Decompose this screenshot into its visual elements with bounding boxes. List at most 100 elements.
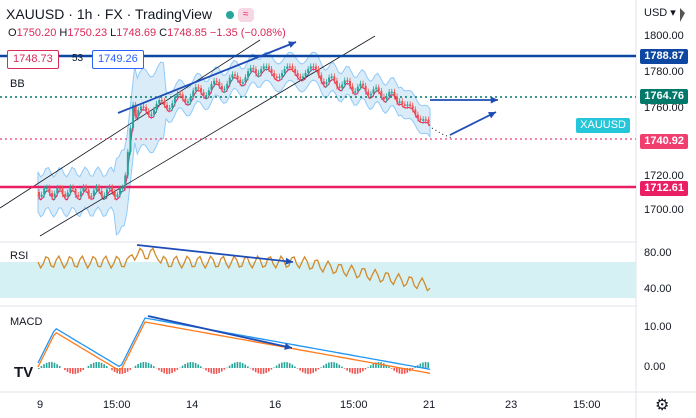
price-tag-current[interactable]: 1740.92 (640, 134, 688, 149)
macd-histogram-bar (309, 368, 312, 374)
macd-histogram-bar (194, 362, 197, 368)
macd-histogram-bar (419, 363, 422, 368)
symbol-name[interactable]: XAUUSD (6, 6, 65, 22)
macd-histogram-bar (168, 368, 171, 374)
price-tag-mid[interactable]: 1764.76 (640, 89, 688, 104)
channel-lower-line[interactable] (0, 39, 261, 209)
candle-body (356, 86, 359, 92)
candle-body (61, 188, 64, 195)
macd-histogram-bar (158, 368, 160, 371)
candle-body (43, 188, 46, 195)
price-tag-resistance[interactable]: 1788.87 (640, 49, 688, 64)
macd-histogram-bar (286, 362, 288, 368)
macd-histogram-bar (74, 368, 77, 374)
macd-histogram-bar (139, 362, 142, 368)
macd-divergence-arrow-head (284, 343, 292, 350)
macd-histogram-bar (48, 362, 51, 368)
candle-body (166, 104, 169, 109)
macd-divergence-arrow[interactable] (147, 315, 293, 349)
brand: TradingView (134, 6, 212, 22)
candle-body (74, 188, 77, 196)
change-value: −1.35 (−0.08%) (209, 27, 286, 39)
macd-histogram-bar (103, 364, 105, 368)
candle-body (56, 187, 59, 194)
macd-histogram-bar (181, 365, 184, 368)
candle-body (116, 194, 119, 197)
candle-body (58, 187, 61, 190)
currency-label: USD (644, 7, 668, 19)
candle-body (338, 86, 341, 88)
macd-histogram-bar (359, 368, 362, 373)
candle-body (369, 93, 372, 96)
macd-histogram-bar (348, 368, 351, 373)
candle-body (218, 81, 221, 86)
macd-histogram-bar (351, 368, 354, 374)
candle-body (77, 195, 80, 197)
macd-histogram-bar (239, 362, 241, 368)
rsi-band (0, 262, 636, 298)
macd-histogram-bar (38, 368, 40, 369)
macd-histogram-bar (150, 364, 152, 368)
macd-histogram-bar (184, 363, 186, 368)
buy-price-box[interactable]: 1749.26 (92, 50, 144, 69)
candle-body (98, 187, 101, 191)
candle-body (121, 187, 124, 190)
macd-histogram-bar (278, 363, 281, 368)
candle-body (103, 195, 106, 197)
candle-body (173, 97, 176, 104)
rsi-divergence-arrow[interactable] (136, 244, 294, 263)
sell-price-box[interactable]: 1748.73 (7, 50, 59, 69)
candle-body (390, 91, 393, 94)
candle-body (281, 73, 284, 77)
rsi-divergence-arrow-head (285, 257, 293, 265)
macd-label[interactable]: MACD (10, 316, 43, 328)
candle-body (220, 85, 223, 90)
price-tick: 1800.00 (644, 30, 684, 42)
macd-histogram-bar (247, 366, 249, 368)
candle-body (71, 187, 74, 189)
projection-arrow[interactable] (449, 111, 497, 136)
macd-histogram-bar (304, 368, 307, 374)
macd-pane (37, 317, 431, 374)
currency-selector[interactable]: USD ▾ (644, 6, 676, 19)
macd-histogram-bar (116, 368, 118, 374)
candle-body (45, 187, 48, 190)
candle-body (267, 66, 270, 69)
candle-body (328, 77, 331, 83)
symbol-header[interactable]: XAUUSD · 1h · FX · TradingView ≈ (6, 6, 254, 23)
macd-histogram-bar (87, 365, 90, 368)
candle-body (364, 85, 367, 92)
candle-body (427, 119, 430, 123)
candle-body (228, 77, 231, 84)
close-value: 1748.85 (167, 27, 207, 39)
macd-histogram-bar (398, 368, 401, 374)
rsi-label[interactable]: RSI (10, 250, 29, 262)
candle-body (100, 190, 103, 197)
candle-body (393, 91, 396, 97)
indicator-toggle-icon[interactable]: ≈ (237, 8, 254, 23)
macd-histogram-bar (77, 368, 79, 374)
bb-label[interactable]: BB (10, 78, 25, 90)
arrow-drawings[interactable] (117, 41, 498, 350)
macd-histogram-bar (220, 368, 223, 372)
candle-body (307, 68, 310, 73)
macd-histogram-bar (299, 368, 301, 371)
interval[interactable]: 1h (76, 6, 93, 22)
candle-body (309, 66, 312, 69)
macd-histogram-bar (200, 366, 202, 368)
macd-histogram-bar (294, 366, 296, 368)
price-trend-arrow[interactable] (117, 41, 297, 114)
chevron-down-icon: ▾ (670, 7, 676, 19)
channel-upper-line[interactable] (39, 35, 376, 237)
candle-body (270, 68, 273, 74)
candle-body (422, 119, 425, 121)
price-tag-support[interactable]: 1712.61 (640, 181, 688, 196)
rsi-tick: 80.00 (644, 247, 672, 259)
macd-histogram-bar (281, 362, 283, 368)
macd-histogram-bar (40, 365, 43, 368)
market-status-icon (225, 11, 234, 20)
settings-gear-icon[interactable]: ⚙ (655, 397, 670, 414)
candle-body (322, 81, 325, 85)
candle-body (312, 66, 315, 68)
